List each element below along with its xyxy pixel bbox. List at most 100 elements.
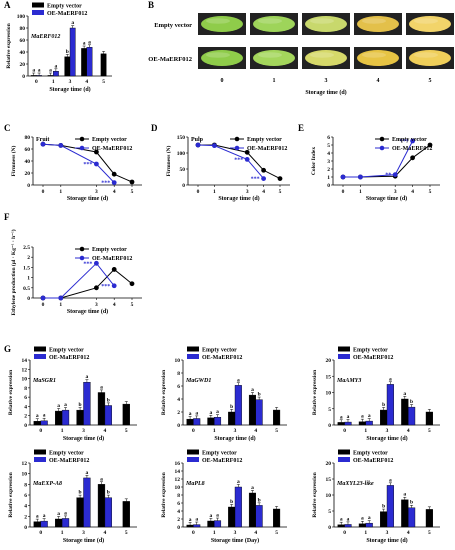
data-point-oe [244, 157, 250, 162]
bar-empty [273, 508, 281, 528]
x-tick-label: 1 [364, 530, 367, 536]
significance-stars: *** [101, 181, 110, 187]
x-axis-title: Storage time (d) [67, 195, 108, 202]
y-tick-label: 0 [177, 423, 180, 429]
legend-swatch-oe [187, 354, 199, 359]
x-tick-label: 4 [254, 530, 257, 536]
chart-E: 0 1 2 3 4 5 6 Color Index Storage time (d) 0 1 3 4 5 *… [311, 135, 440, 202]
x-tick-label: 4 [104, 428, 107, 434]
legend-label-empty: Empty vector [202, 451, 237, 457]
x-tick-label: 5 [131, 302, 134, 308]
banana-highlight [258, 18, 282, 24]
bar-empty [273, 409, 281, 426]
significance-letter: a [368, 515, 371, 521]
y-tick-label: 14 [22, 358, 28, 364]
photo-day-label: 5 [429, 78, 432, 84]
y-tick-label: 20 [326, 358, 332, 364]
y-tick-label: 0 [327, 183, 330, 189]
significance-letter: a [64, 510, 67, 516]
x-tick-label: 1 [213, 428, 216, 434]
y-tick-label: 8 [24, 482, 27, 488]
significance-stars: *** [251, 177, 260, 183]
chart-D: 0 50 100 150 Firmness (N) Storage time (d) 0 1 3… [165, 135, 290, 202]
series-line-oe [42, 143, 115, 183]
bar-oe [104, 405, 112, 426]
bar-empty [401, 398, 409, 426]
x-tick-label: 4 [262, 189, 265, 195]
significance-letter: a [403, 391, 406, 397]
x-axis-title: Storage time (d) [63, 537, 104, 544]
x-tick-label: 3 [69, 79, 72, 85]
banana-highlight [362, 52, 386, 58]
y-tick-label: 12 [22, 367, 28, 373]
bar-empty [100, 53, 107, 77]
y-tick-label: 2 [24, 514, 27, 520]
y-tick-label: 0 [328, 423, 331, 429]
bar-oe [86, 47, 93, 77]
bar-empty [47, 75, 54, 77]
legend-label-empty: Empty vector [202, 348, 237, 354]
x-tick-label: 3 [82, 428, 85, 434]
legend-label-empty: Empty vector [92, 247, 127, 253]
data-point-oe [410, 138, 415, 144]
legend-label-oe: OE-MaERF012 [392, 146, 432, 152]
gene-label: MaPL8 [185, 481, 205, 487]
data-point-empty [111, 171, 117, 177]
tissue-label: Pulp [191, 137, 204, 143]
x-tick-label: 3 [246, 189, 249, 195]
x-tick-label: 4 [407, 428, 410, 434]
data-point-empty [94, 285, 99, 291]
series-line-oe [43, 262, 115, 299]
bar-empty [425, 509, 433, 528]
legend-label-oe: OE-MaERF012 [353, 458, 393, 464]
photo-day-label: 1 [273, 78, 276, 84]
banana-fruit [305, 50, 347, 66]
data-point-oe [111, 283, 117, 289]
bar-oe [408, 507, 416, 528]
significance-letter: b [382, 504, 385, 510]
significance-letter: a [86, 470, 89, 476]
significance-letter: a [216, 409, 219, 415]
panel-letter: B [148, 0, 154, 10]
y-tick-label: 2 [24, 414, 27, 420]
y-axis-title: Ethylene production (μl · Kg⁻¹ · h⁻¹) [10, 229, 17, 315]
gene-label: MaGWD1 [185, 378, 211, 384]
panel-letter: C [4, 123, 11, 133]
x-tick-label: 5 [428, 428, 431, 434]
gene-label: MaERF012 [30, 34, 60, 40]
legend-marker-oe [79, 145, 85, 151]
banana-fruit [201, 16, 243, 32]
legend-swatch-oe [338, 457, 350, 462]
significance-stars: *** [234, 157, 243, 163]
data-point-empty [427, 142, 433, 148]
bar-oe [40, 520, 48, 528]
significance-letter: a [340, 414, 343, 420]
chart-C: 0 20 40 60 80 Firmness (N) Storage time (d) 0 1 3… [10, 135, 142, 202]
banana-fruit [201, 50, 243, 66]
legend-marker-oe [79, 255, 85, 261]
bar-empty [30, 75, 37, 77]
significance-letter: a [189, 517, 192, 523]
bar-empty [228, 506, 236, 528]
x-tick-label: 5 [279, 189, 282, 195]
significance-letter: b [382, 402, 385, 408]
x-tick-label: 5 [125, 530, 128, 536]
series-line-oe [343, 140, 414, 178]
y-tick-label: 5 [328, 509, 331, 515]
bar-empty [122, 403, 130, 426]
data-point-oe [340, 174, 346, 180]
panel-B-photos: Empty vector OE-MaERF012 0 1 3 4 5 Storage time… [148, 13, 454, 96]
significance-letter: b [107, 490, 110, 496]
bar-oe [213, 520, 222, 528]
significance-letter: b [410, 500, 413, 506]
y-tick-label: 0 [24, 423, 27, 429]
significance-letter: a [55, 63, 58, 69]
data-point-empty [129, 179, 135, 185]
legend-swatch-oe [32, 10, 44, 15]
legend-label-oe: OE-MaERF012 [202, 355, 242, 361]
y-tick-label: 5 [328, 407, 331, 413]
data-point-empty [410, 155, 415, 161]
